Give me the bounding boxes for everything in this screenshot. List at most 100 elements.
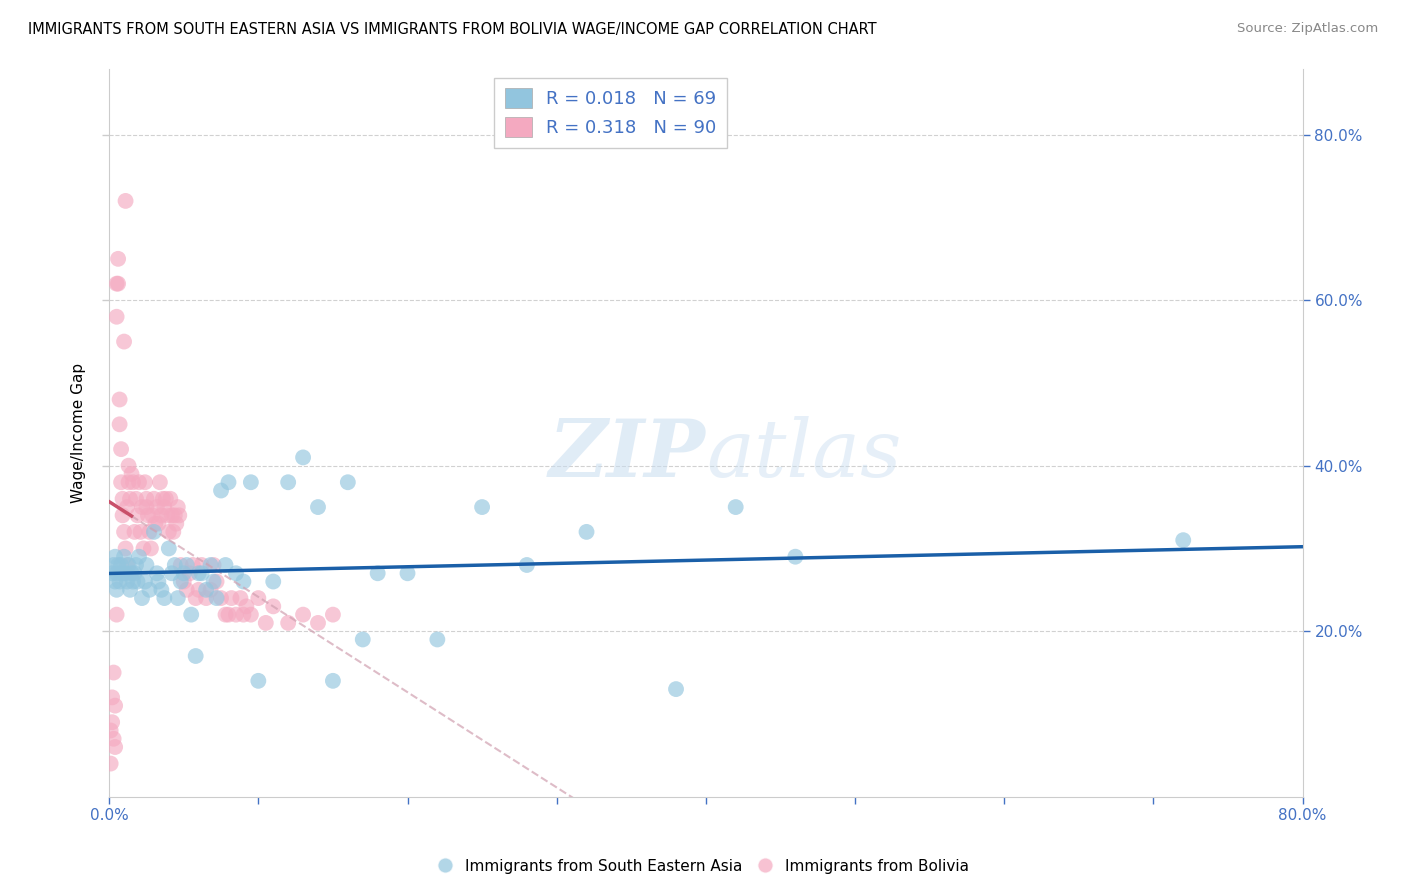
Legend: Immigrants from South Eastern Asia, Immigrants from Bolivia: Immigrants from South Eastern Asia, Immi…	[432, 853, 974, 880]
Point	[131, 591, 153, 606]
Point	[292, 450, 315, 465]
Point	[118, 582, 141, 597]
Point	[150, 582, 173, 597]
Point	[367, 566, 389, 581]
Point	[153, 591, 176, 606]
Point	[292, 607, 315, 622]
Point	[118, 491, 141, 506]
Point	[129, 524, 152, 539]
Point	[127, 574, 149, 589]
Point	[166, 500, 188, 514]
Point	[162, 524, 184, 539]
Legend: R = 0.018   N = 69, R = 0.318   N = 90: R = 0.018 N = 69, R = 0.318 N = 90	[494, 78, 727, 148]
Point	[112, 549, 135, 564]
Point	[157, 524, 180, 539]
Point	[105, 277, 128, 291]
Point	[121, 467, 143, 481]
Point	[232, 607, 254, 622]
Point	[575, 524, 598, 539]
Point	[101, 690, 124, 705]
Point	[134, 574, 156, 589]
Point	[190, 566, 212, 581]
Point	[103, 665, 125, 680]
Point	[307, 500, 329, 514]
Point	[114, 194, 136, 208]
Point	[173, 574, 195, 589]
Point	[322, 673, 344, 688]
Point	[229, 591, 252, 606]
Point	[157, 541, 180, 556]
Point	[128, 475, 150, 490]
Point	[125, 491, 148, 506]
Point	[262, 599, 284, 614]
Point	[132, 541, 155, 556]
Point	[239, 607, 262, 622]
Point	[127, 508, 149, 523]
Point	[209, 591, 232, 606]
Point	[103, 558, 125, 572]
Point	[187, 582, 209, 597]
Point	[104, 698, 127, 713]
Point	[170, 574, 193, 589]
Point	[105, 566, 128, 581]
Point	[209, 483, 232, 498]
Point	[247, 673, 270, 688]
Point	[110, 442, 132, 457]
Point	[179, 566, 201, 581]
Point	[187, 566, 209, 581]
Point	[202, 558, 225, 572]
Point	[148, 516, 170, 531]
Point	[117, 475, 139, 490]
Point	[110, 558, 132, 572]
Point	[322, 607, 344, 622]
Point	[214, 558, 236, 572]
Point	[108, 574, 131, 589]
Point	[160, 566, 183, 581]
Point	[150, 508, 173, 523]
Text: ZIP: ZIP	[548, 416, 706, 493]
Point	[148, 574, 170, 589]
Point	[138, 582, 160, 597]
Point	[138, 524, 160, 539]
Point	[232, 574, 254, 589]
Point	[142, 491, 165, 506]
Point	[205, 591, 228, 606]
Point	[107, 252, 129, 266]
Point	[139, 541, 162, 556]
Text: Source: ZipAtlas.com: Source: ZipAtlas.com	[1237, 22, 1378, 36]
Text: atlas: atlas	[706, 416, 901, 493]
Point	[173, 566, 195, 581]
Point	[124, 524, 146, 539]
Point	[122, 574, 145, 589]
Point	[111, 566, 134, 581]
Point	[152, 491, 174, 506]
Point	[247, 591, 270, 606]
Point	[471, 500, 494, 514]
Point	[107, 558, 129, 572]
Point	[104, 549, 127, 564]
Point	[135, 500, 157, 514]
Point	[396, 566, 419, 581]
Point	[117, 458, 139, 473]
Point	[110, 475, 132, 490]
Point	[104, 574, 127, 589]
Point	[104, 739, 127, 754]
Point	[153, 500, 176, 514]
Point	[103, 731, 125, 746]
Point	[112, 524, 135, 539]
Point	[254, 615, 277, 630]
Point	[124, 566, 146, 581]
Point	[101, 566, 124, 581]
Text: IMMIGRANTS FROM SOUTH EASTERN ASIA VS IMMIGRANTS FROM BOLIVIA WAGE/INCOME GAP CO: IMMIGRANTS FROM SOUTH EASTERN ASIA VS IM…	[28, 22, 877, 37]
Point	[665, 682, 688, 697]
Point	[122, 475, 145, 490]
Point	[176, 582, 198, 597]
Point	[239, 475, 262, 490]
Point	[142, 524, 165, 539]
Point	[262, 574, 284, 589]
Point	[107, 277, 129, 291]
Point	[112, 334, 135, 349]
Point	[136, 508, 159, 523]
Point	[134, 475, 156, 490]
Point	[135, 558, 157, 572]
